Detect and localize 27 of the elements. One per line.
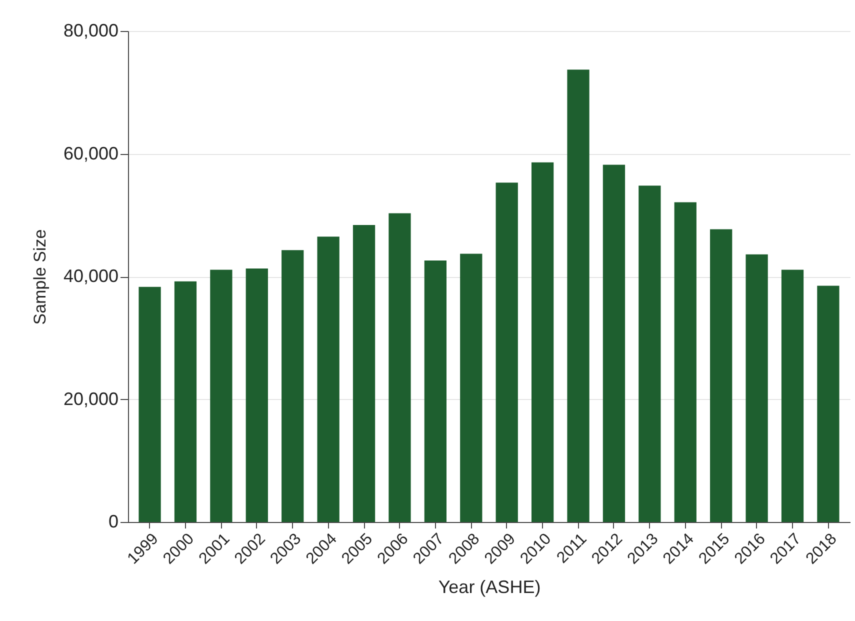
bar [317,236,340,522]
bar [138,286,161,522]
bar [674,202,696,522]
bar [531,162,554,522]
y-tick-label: 80,000 [63,20,118,40]
y-tick-label: 40,000 [63,266,118,286]
y-tick-label: 60,000 [63,143,118,164]
bar [210,270,232,522]
bar [424,260,447,522]
bar [246,268,268,522]
bar [460,254,482,522]
bar [352,224,376,522]
bar [174,281,197,522]
bar [388,213,411,522]
y-tick-label: 0 [108,512,118,532]
y-axis-title: Sample Size [30,229,50,325]
x-axis-title: Year (ASHE) [438,576,541,597]
bar [746,254,768,522]
bar [567,70,590,522]
bar [282,250,304,522]
bar [710,229,732,522]
bar [781,270,804,522]
bar [496,182,518,522]
bar [817,286,840,522]
bar [638,186,661,522]
y-tick-label: 20,000 [63,388,118,409]
bar [602,164,626,522]
